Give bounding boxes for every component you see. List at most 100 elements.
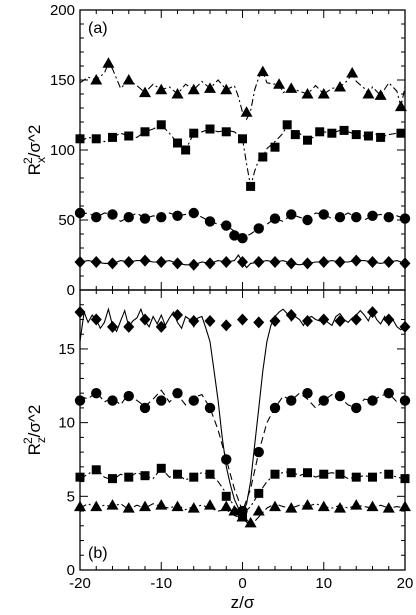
data-point-square [401,474,410,483]
data-point-diamond [400,321,411,333]
data-point-diamond [205,257,216,269]
x-tick-label: 20 [397,575,414,592]
data-point-diamond [286,309,297,321]
data-point-diamond [123,256,134,268]
data-point-triangle [155,84,167,95]
data-point-square [396,129,405,138]
data-point-circle [91,388,101,398]
data-point-circle [140,403,150,413]
series-circle [75,208,410,244]
data-point-triangle [90,501,102,512]
data-point-circle [254,223,264,233]
data-point-diamond [188,315,199,327]
data-point-circle [172,211,182,221]
data-point-square [108,133,117,142]
data-point-circle [75,208,85,218]
y-tick-label: 15 [58,341,75,358]
data-point-triangle [172,88,184,99]
data-point-square [364,132,373,141]
data-point-triangle [107,499,119,510]
data-point-square [124,132,133,141]
data-point-diamond [123,321,134,333]
x-tick-label: -10 [150,575,172,592]
data-point-circle [286,395,296,405]
series-triangle [74,499,411,527]
data-point-triangle [90,74,102,85]
data-point-square [108,474,117,483]
data-point-square [141,471,150,480]
data-point-circle [302,215,312,225]
x-tick-label: -20 [69,575,91,592]
data-point-diamond [91,256,102,268]
data-point-square [287,468,296,477]
data-point-circle [140,213,150,223]
data-point-triangle [302,499,314,510]
data-point-square [181,146,190,155]
panel-label: (b) [88,545,108,562]
data-point-triangle [346,67,358,78]
data-point-diamond [383,256,394,268]
data-point-circle [335,212,345,222]
data-point-circle [384,388,394,398]
data-point-square [376,133,385,142]
data-point-square [173,139,182,148]
data-point-square [189,129,198,138]
data-point-square [157,120,166,129]
data-point-circle [384,212,394,222]
data-point-circle [75,395,85,405]
data-point-circle [189,208,199,218]
data-point-circle [351,403,361,413]
data-point-diamond [253,316,264,328]
data-point-square [157,464,166,473]
data-point-circle [221,220,231,230]
panel-a: 050100150200(a)Rx2/σ^2 [21,2,411,299]
data-point-triangle [204,499,216,510]
y-tick-label: 100 [50,142,75,159]
data-point-square [92,134,101,143]
data-point-square [319,470,328,479]
data-point-circle [156,212,166,222]
data-point-diamond [75,256,86,268]
data-point-diamond [302,257,313,269]
data-point-triangle [302,88,314,99]
data-point-diamond [318,313,329,325]
data-point-diamond [107,257,118,269]
data-point-diamond [253,256,264,268]
data-point-square [222,127,231,136]
data-point-circle [400,213,410,223]
y-tick-label: 200 [50,2,75,19]
data-point-triangle [334,502,346,513]
data-point-circle [237,233,247,243]
plot-frame [80,10,405,290]
data-point-triangle [220,84,232,95]
y-axis-title: Rx2/σ^2 [21,125,48,176]
data-point-diamond [156,256,167,268]
data-point-circle [205,403,215,413]
data-point-circle [107,209,117,219]
data-point-triangle [188,502,200,513]
data-point-diamond [351,255,362,267]
data-point-triangle [285,502,297,513]
data-point-triangle [362,88,374,99]
data-point-square [336,470,345,479]
x-axis-title: z/σ [231,593,255,612]
data-point-square [368,473,377,482]
data-point-triangle [285,82,297,93]
data-point-triangle [367,501,379,512]
data-point-triangle [253,505,265,515]
data-point-diamond [237,313,248,325]
data-point-square [189,473,198,482]
data-point-circle [189,395,199,405]
data-point-square [254,489,263,498]
series-line [80,63,405,119]
data-point-square [258,153,267,162]
panel-label: (a) [88,20,108,37]
data-point-diamond [205,315,216,327]
y-tick-label: 50 [58,212,75,229]
data-point-square [271,470,280,479]
data-point-circle [254,447,264,457]
data-point-diamond [237,256,248,268]
data-point-triangle [102,57,114,67]
data-point-diamond [400,257,411,269]
data-point-square [303,468,312,477]
